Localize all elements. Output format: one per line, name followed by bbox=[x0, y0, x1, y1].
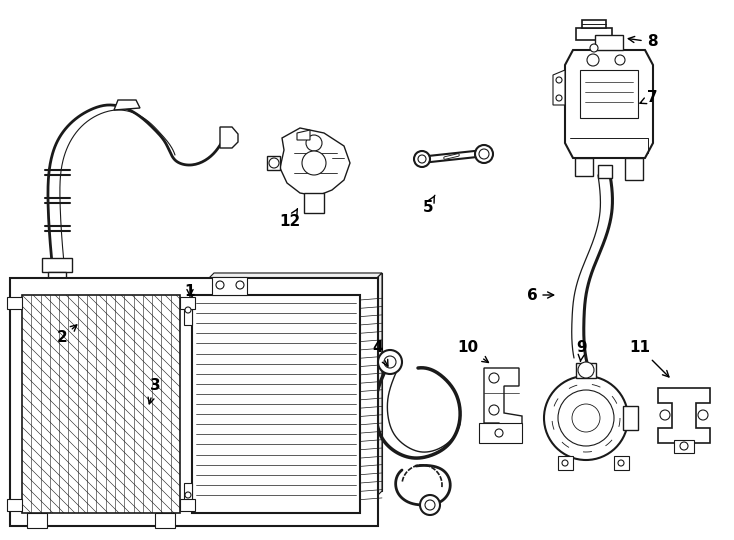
Polygon shape bbox=[582, 20, 606, 28]
Circle shape bbox=[302, 151, 326, 175]
Polygon shape bbox=[558, 456, 573, 470]
Circle shape bbox=[185, 492, 191, 498]
Circle shape bbox=[236, 281, 244, 289]
Text: 1: 1 bbox=[185, 285, 195, 300]
Circle shape bbox=[414, 151, 430, 167]
Polygon shape bbox=[674, 440, 694, 453]
Text: 2: 2 bbox=[57, 325, 77, 346]
Polygon shape bbox=[614, 456, 629, 470]
Circle shape bbox=[378, 350, 402, 374]
Polygon shape bbox=[42, 258, 72, 272]
Circle shape bbox=[590, 44, 598, 52]
Circle shape bbox=[572, 404, 600, 432]
Text: 3: 3 bbox=[148, 377, 160, 404]
Polygon shape bbox=[484, 368, 522, 430]
Polygon shape bbox=[595, 35, 623, 50]
Text: 5: 5 bbox=[423, 195, 435, 215]
Circle shape bbox=[384, 356, 396, 368]
Polygon shape bbox=[180, 297, 195, 309]
Circle shape bbox=[489, 405, 499, 415]
Circle shape bbox=[489, 373, 499, 383]
Polygon shape bbox=[623, 406, 638, 430]
Circle shape bbox=[615, 55, 625, 65]
Bar bbox=[192, 295, 360, 513]
Circle shape bbox=[558, 390, 614, 446]
Bar bbox=[22, 295, 180, 513]
Polygon shape bbox=[180, 499, 195, 511]
Polygon shape bbox=[7, 297, 22, 309]
Polygon shape bbox=[7, 499, 22, 511]
Circle shape bbox=[306, 135, 322, 151]
Circle shape bbox=[698, 410, 708, 420]
Polygon shape bbox=[212, 277, 247, 295]
Polygon shape bbox=[192, 273, 382, 295]
Text: 11: 11 bbox=[630, 341, 669, 377]
Text: 8: 8 bbox=[628, 35, 658, 50]
Polygon shape bbox=[625, 158, 643, 180]
Circle shape bbox=[475, 145, 493, 163]
Polygon shape bbox=[155, 513, 175, 528]
Polygon shape bbox=[479, 423, 522, 443]
Polygon shape bbox=[580, 70, 638, 118]
Polygon shape bbox=[214, 273, 382, 491]
Circle shape bbox=[562, 460, 568, 466]
Polygon shape bbox=[27, 513, 47, 528]
Polygon shape bbox=[267, 156, 280, 170]
Text: 9: 9 bbox=[577, 341, 587, 361]
Text: 4: 4 bbox=[373, 341, 388, 366]
Circle shape bbox=[680, 442, 688, 450]
Polygon shape bbox=[360, 273, 382, 513]
Circle shape bbox=[556, 95, 562, 101]
Text: 7: 7 bbox=[640, 91, 658, 105]
Circle shape bbox=[495, 429, 503, 437]
Bar bbox=[10, 278, 378, 526]
Polygon shape bbox=[658, 388, 710, 443]
Bar bbox=[22, 295, 180, 513]
Circle shape bbox=[479, 149, 489, 159]
Text: 12: 12 bbox=[280, 209, 301, 230]
Circle shape bbox=[418, 155, 426, 163]
Circle shape bbox=[269, 158, 279, 168]
Polygon shape bbox=[48, 272, 66, 285]
Circle shape bbox=[660, 410, 670, 420]
Circle shape bbox=[587, 54, 599, 66]
Text: 10: 10 bbox=[457, 341, 488, 362]
Polygon shape bbox=[304, 193, 324, 213]
Polygon shape bbox=[553, 70, 565, 105]
Circle shape bbox=[216, 281, 224, 289]
Polygon shape bbox=[184, 483, 192, 508]
Circle shape bbox=[544, 376, 628, 460]
Polygon shape bbox=[576, 28, 612, 40]
Circle shape bbox=[578, 362, 594, 378]
Circle shape bbox=[425, 500, 435, 510]
Circle shape bbox=[420, 495, 440, 515]
Polygon shape bbox=[220, 127, 238, 148]
Polygon shape bbox=[576, 363, 596, 378]
Circle shape bbox=[618, 460, 624, 466]
Polygon shape bbox=[297, 130, 310, 140]
Polygon shape bbox=[565, 50, 653, 158]
Circle shape bbox=[185, 307, 191, 313]
Text: 6: 6 bbox=[526, 287, 553, 302]
Polygon shape bbox=[575, 158, 593, 176]
Polygon shape bbox=[114, 100, 140, 110]
Circle shape bbox=[556, 77, 562, 83]
Polygon shape bbox=[598, 165, 612, 178]
Polygon shape bbox=[280, 128, 350, 196]
Polygon shape bbox=[184, 300, 192, 325]
